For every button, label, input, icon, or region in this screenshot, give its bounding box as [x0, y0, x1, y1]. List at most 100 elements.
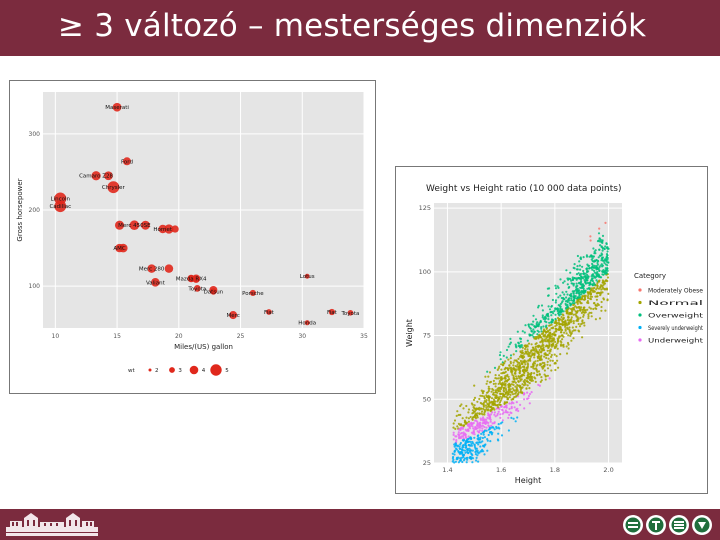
data-point [533, 330, 536, 333]
data-point [505, 395, 508, 399]
data-point [485, 426, 488, 429]
data-point [576, 254, 579, 258]
point-label: Toyota [340, 311, 359, 317]
data-point [587, 291, 590, 294]
data-point [468, 447, 471, 450]
data-point [512, 381, 515, 384]
data-point [520, 345, 523, 348]
data-point [525, 360, 528, 363]
data-point [571, 290, 574, 293]
data-point [453, 453, 456, 456]
x-tick-label: 25 [237, 333, 245, 340]
data-point [533, 348, 536, 351]
data-point [472, 432, 475, 435]
data-point [606, 250, 609, 253]
y-tick-label: 75 [423, 332, 431, 340]
data-point [502, 389, 505, 392]
data-point [453, 461, 456, 464]
data-point [544, 340, 547, 343]
data-point [462, 453, 466, 456]
data-point [517, 341, 520, 344]
data-point [457, 433, 460, 436]
data-point [457, 422, 460, 425]
data-point [506, 367, 509, 370]
data-point [466, 458, 469, 461]
data-point [481, 394, 484, 398]
data-point [604, 221, 607, 224]
data-point [494, 377, 497, 380]
data-point [129, 220, 140, 231]
data-point [598, 269, 601, 272]
data-point [546, 339, 550, 342]
data-point [560, 341, 563, 344]
legend-label: Severely underweight [648, 324, 703, 332]
data-point [593, 266, 596, 269]
data-point [601, 249, 604, 252]
data-point [590, 278, 594, 281]
data-point [568, 297, 571, 300]
data-point [452, 438, 455, 441]
data-point [569, 303, 572, 306]
data-point [544, 325, 548, 328]
data-point [483, 425, 486, 429]
chart-weight-height-scatter: Weight vs Height ratio (10 000 data poin… [405, 184, 704, 485]
data-point [500, 405, 503, 408]
data-point [468, 423, 471, 426]
data-point [546, 353, 549, 357]
data-point [539, 364, 542, 367]
data-point [526, 371, 529, 374]
data-point [556, 339, 560, 342]
data-point [579, 291, 582, 294]
data-point [249, 289, 256, 297]
data-point [471, 449, 474, 452]
data-point [458, 447, 461, 450]
data-point [572, 303, 575, 307]
data-point [596, 295, 599, 298]
data-point [499, 395, 502, 398]
data-point [479, 445, 482, 448]
data-point [487, 375, 490, 378]
data-point [456, 425, 459, 428]
data-point [470, 453, 473, 456]
data-point [517, 391, 520, 394]
data-point [114, 220, 125, 230]
data-point [486, 416, 489, 419]
data-point [481, 427, 484, 430]
data-point [499, 358, 502, 361]
data-point [573, 302, 576, 305]
data-point [558, 323, 561, 326]
data-point [538, 335, 541, 338]
faculty-icon-3 [669, 515, 689, 535]
data-point [506, 411, 509, 414]
data-point [509, 337, 512, 340]
data-point [480, 432, 483, 435]
data-point [576, 302, 579, 305]
data-point [455, 448, 458, 451]
data-point [578, 260, 581, 263]
data-point [504, 387, 507, 390]
data-point [567, 347, 570, 350]
data-point [575, 286, 578, 289]
data-point [501, 408, 504, 411]
data-point [556, 309, 559, 312]
data-point [590, 311, 593, 314]
data-point [492, 379, 495, 382]
data-point [604, 259, 607, 262]
data-point [497, 389, 500, 393]
data-point [482, 395, 486, 398]
data-point [584, 272, 587, 275]
data-point [546, 363, 549, 366]
data-point [491, 393, 495, 396]
data-point [524, 344, 527, 347]
legend-label: 4 [202, 368, 206, 374]
data-point [535, 364, 538, 367]
data-point [601, 256, 604, 259]
data-point [479, 436, 482, 439]
data-point [526, 363, 530, 366]
data-point [507, 388, 510, 391]
data-point [499, 392, 502, 396]
data-point [607, 261, 610, 264]
data-point [550, 355, 553, 358]
data-point [473, 407, 476, 410]
data-point [561, 300, 564, 303]
